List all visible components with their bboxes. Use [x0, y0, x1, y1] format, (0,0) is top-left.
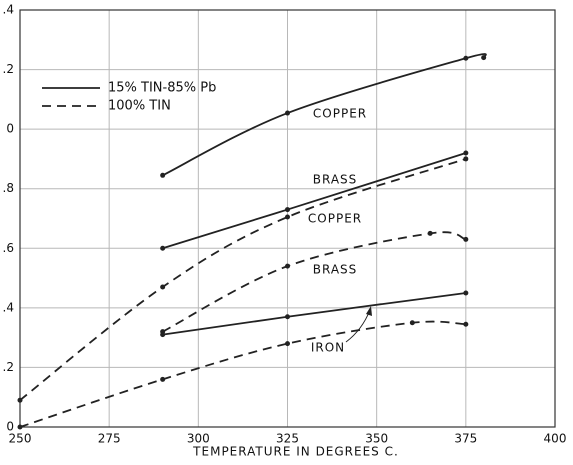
series-label: IRON	[311, 341, 345, 355]
series-line	[19, 320, 466, 428]
data-point	[285, 110, 290, 116]
data-point	[160, 376, 166, 382]
data-point	[409, 320, 415, 326]
data-point	[285, 207, 290, 213]
x-tick-label: 350	[365, 432, 388, 446]
x-tick-label: 250	[9, 432, 32, 446]
x-tick-label: 275	[98, 432, 121, 446]
legend-label: 15% TIN-85% Pb	[108, 81, 216, 96]
series-label: COPPER	[308, 212, 362, 226]
legend-label: 100% TIN	[108, 99, 171, 114]
data-point	[463, 321, 469, 327]
data-point	[427, 230, 433, 236]
data-point	[160, 284, 166, 290]
series-line	[162, 292, 466, 336]
data-point	[285, 263, 290, 269]
data-point	[463, 236, 469, 242]
data-point	[481, 55, 487, 61]
data-point	[285, 214, 290, 220]
data-point	[17, 397, 23, 403]
series-label: BRASS	[313, 263, 358, 277]
y-tick-label: .4	[3, 3, 14, 17]
y-tick-label: .2	[3, 360, 14, 374]
data-point	[463, 290, 469, 296]
x-tick-label: 325	[276, 432, 299, 446]
data-point	[160, 245, 166, 251]
x-tick-label: 400	[544, 432, 567, 446]
data-point	[17, 424, 23, 430]
x-tick-label: 300	[187, 432, 210, 446]
annotation-arrowhead	[366, 306, 372, 316]
data-point	[285, 341, 290, 347]
data-point	[463, 55, 469, 61]
y-tick-label: .6	[3, 241, 14, 255]
data-point	[160, 332, 166, 338]
x-axis-label: TEMPERATURE IN DEGREES C.	[192, 445, 399, 459]
y-tick-label: 0	[6, 420, 14, 434]
series-line	[162, 231, 467, 333]
series-label: BRASS	[313, 173, 358, 187]
y-tick-label: .8	[3, 181, 14, 195]
data-point	[463, 156, 469, 162]
series-label: COPPER	[313, 107, 367, 121]
y-tick-label: 0	[6, 122, 14, 136]
x-tick-label: 375	[454, 432, 477, 446]
series-line	[19, 158, 467, 401]
data-point	[463, 150, 469, 156]
data-point	[285, 314, 290, 320]
y-tick-label: .2	[3, 62, 14, 76]
series-line	[162, 53, 487, 177]
plot-frame	[19, 9, 556, 428]
data-point	[160, 172, 166, 178]
series-line	[162, 152, 467, 250]
annotation-arrow	[345, 309, 371, 343]
y-tick-label: .4	[3, 300, 14, 314]
